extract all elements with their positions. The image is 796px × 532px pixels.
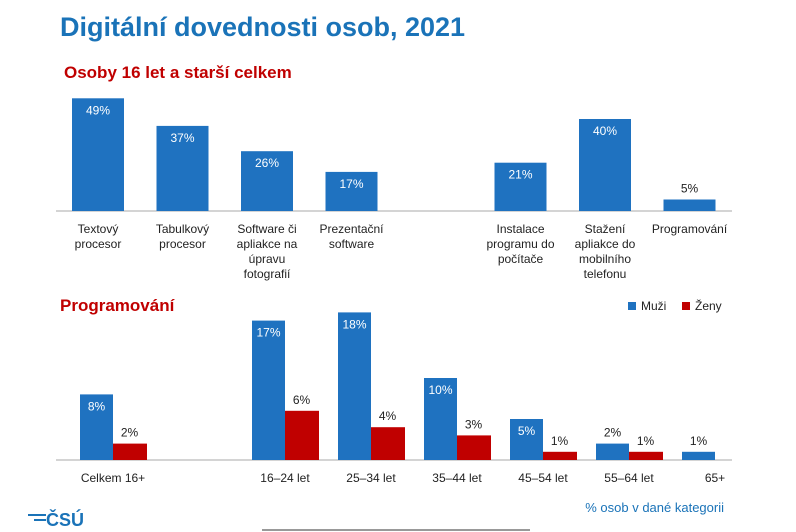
- value-label: 2%: [604, 426, 622, 440]
- x-tick-label: úpravu: [249, 252, 286, 266]
- value-label: 37%: [170, 131, 194, 145]
- value-label: 5%: [681, 182, 699, 196]
- x-tick-label: 25–34 let: [346, 471, 396, 485]
- x-tick-label: 45–54 let: [518, 471, 568, 485]
- value-label: 1%: [637, 434, 655, 448]
- x-tick-label: procesor: [159, 237, 206, 251]
- value-label: 17%: [256, 326, 280, 340]
- x-tick-label: Prezentační: [319, 222, 384, 236]
- bar: [285, 410, 319, 460]
- x-tick-label: Textový: [78, 222, 119, 236]
- x-tick-label: 35–44 let: [432, 471, 482, 485]
- bar: [325, 171, 378, 211]
- bar: [371, 427, 405, 460]
- x-tick-label: Tabulkový: [156, 222, 209, 236]
- value-label: 6%: [293, 393, 311, 407]
- value-label: 18%: [342, 317, 366, 331]
- bar: [457, 435, 491, 460]
- x-tick-label: fotografií: [244, 267, 291, 281]
- x-tick-label: Stažení: [585, 222, 626, 236]
- x-tick-label: 16–24 let: [260, 471, 310, 485]
- bar: [579, 119, 631, 211]
- value-label: 1%: [551, 434, 569, 448]
- x-tick-label: Celkem 16+: [81, 471, 145, 485]
- x-tick-label: počítače: [498, 252, 544, 266]
- value-label: 21%: [508, 168, 532, 182]
- bar: [424, 378, 457, 460]
- bar: [543, 451, 577, 460]
- value-label: 17%: [339, 177, 363, 191]
- x-tick-label: apliakce do: [575, 237, 636, 251]
- footnote: % osob v dané kategorii: [585, 500, 724, 515]
- bar: [338, 312, 371, 460]
- value-label: 4%: [379, 409, 397, 423]
- value-label: 3%: [465, 417, 483, 431]
- bar: [629, 451, 663, 460]
- chart-title: Programování: [60, 296, 176, 315]
- value-label: 10%: [428, 383, 452, 397]
- value-label: 49%: [86, 103, 110, 117]
- bar: [596, 443, 629, 460]
- slide-title: Digitální dovednosti osob, 2021: [60, 12, 465, 42]
- logo-text: ČSÚ: [46, 509, 84, 530]
- chart-title: Osoby 16 let a starší celkem: [64, 63, 292, 82]
- x-tick-label: mobilního: [579, 252, 631, 266]
- value-label: 8%: [88, 399, 106, 413]
- x-tick-label: software: [329, 237, 375, 251]
- x-tick-label: 55–64 let: [604, 471, 654, 485]
- logo: ČSÚ: [28, 509, 84, 530]
- logo-stripe: [28, 514, 46, 516]
- legend-label: Muži: [641, 299, 666, 313]
- bar: [241, 151, 293, 211]
- bar: [72, 98, 124, 211]
- x-tick-label: Software či: [237, 222, 296, 236]
- x-tick-label: procesor: [75, 237, 122, 251]
- x-tick-label: telefonu: [584, 267, 627, 281]
- value-label: 1%: [690, 434, 708, 448]
- x-tick-label: Instalace: [496, 222, 544, 236]
- legend-swatch: [682, 302, 690, 310]
- legend-label: Ženy: [695, 298, 722, 313]
- value-label: 2%: [121, 426, 139, 440]
- legend-swatch: [628, 302, 636, 310]
- bar: [252, 320, 285, 460]
- bar: [80, 394, 113, 460]
- value-label: 40%: [593, 124, 617, 138]
- value-label: 26%: [255, 156, 279, 170]
- x-tick-label: programu do: [486, 237, 554, 251]
- bar: [113, 443, 147, 460]
- bar: [494, 162, 547, 211]
- x-tick-label: 65+: [705, 471, 725, 485]
- value-label: 5%: [518, 424, 536, 438]
- logo-stripe: [34, 519, 46, 521]
- bar: [663, 199, 716, 211]
- bar: [682, 451, 715, 460]
- bar: [510, 419, 543, 460]
- bar: [156, 125, 209, 211]
- x-tick-label: Programování: [652, 222, 728, 236]
- x-tick-label: apliakce na: [237, 237, 298, 251]
